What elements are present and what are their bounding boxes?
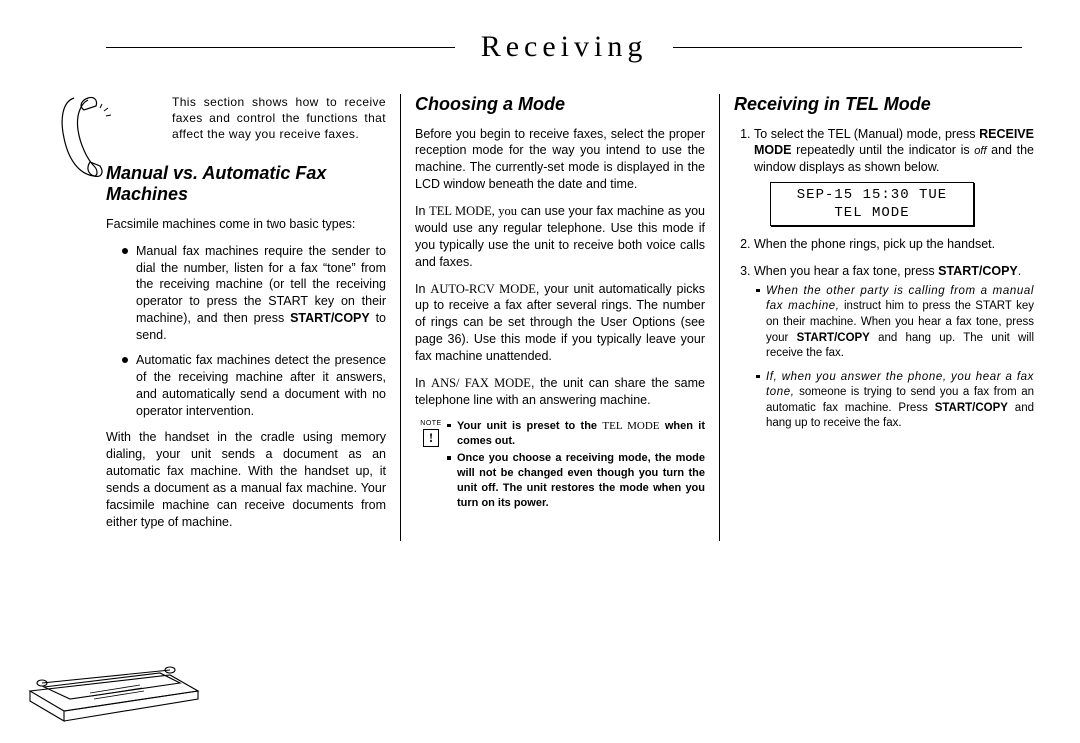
key-startcopy: START/COPY <box>938 264 1018 278</box>
paragraph-tel-mode: In TEL MODE, you can use your fax machin… <box>415 203 705 271</box>
lcd-line-2: TEL MODE <box>777 205 967 223</box>
manual-page: Receiving <box>0 0 1080 743</box>
text: When you hear a fax tone, press <box>754 264 938 278</box>
note-icon-wrap: NOTE ! <box>415 419 447 514</box>
text: Your unit is preset to the <box>457 420 602 432</box>
heading-choosing-mode: Choosing a Mode <box>415 94 705 116</box>
columns: This section shows how to receive faxes … <box>106 94 1034 541</box>
lcd-line-1: SEP-15 15:30 TUE <box>777 187 967 205</box>
paragraph-with-handset: With the handset in the cradle using mem… <box>106 429 386 530</box>
note-label: NOTE <box>415 419 447 428</box>
title-rule-left <box>106 47 455 48</box>
intro-paragraph: This section shows how to receive faxes … <box>172 94 386 143</box>
note-item-2: Once you choose a receiving mode, the mo… <box>447 451 705 510</box>
sub-bullet-2: If, when you answer the phone, you hear … <box>754 370 1034 432</box>
steps-list: To select the TEL (Manual) mode, press R… <box>734 126 1034 432</box>
note-items: Your unit is preset to the TEL MODE when… <box>447 419 705 514</box>
key-startcopy: START/COPY <box>935 402 1008 414</box>
bullet-automatic-machines: Automatic fax machines detect the presen… <box>118 352 386 420</box>
lcd-display: SEP-15 15:30 TUE TEL MODE <box>770 182 974 226</box>
heading-receiving-tel: Receiving in TEL Mode <box>734 94 1034 116</box>
note-exclamation-icon: ! <box>423 429 439 447</box>
note-item-1: Your unit is preset to the TEL MODE when… <box>447 419 705 449</box>
column-1: This section shows how to receive faxes … <box>106 94 400 541</box>
text: To select the TEL (Manual) mode, press <box>754 127 979 141</box>
paragraph-auto-mode: In AUTO-RCV MODE, your unit automaticall… <box>415 281 705 365</box>
step-3: When you hear a fax tone, press START/CO… <box>754 263 1034 432</box>
page-title: Receiving <box>455 30 674 64</box>
key-startcopy: START/COPY <box>797 332 870 344</box>
paragraph-before: Before you begin to receive faxes, selec… <box>415 126 705 194</box>
column-3: Receiving in TEL Mode To select the TEL … <box>720 94 1034 541</box>
mode-tel: TEL MODE, you <box>429 204 517 218</box>
text: . <box>1018 264 1021 278</box>
mode-tel: TEL MODE <box>602 420 659 432</box>
text: In <box>415 204 429 218</box>
fax-machine-sketch <box>20 647 210 727</box>
page-title-row: Receiving <box>106 30 1022 64</box>
key-startcopy: START/COPY <box>290 311 370 325</box>
mode-auto: AUTO-RCV MODE <box>430 282 536 296</box>
bullets-machine-types: Manual fax machines require the sender t… <box>106 243 386 420</box>
off-indicator: off <box>974 145 986 157</box>
title-rule-right <box>673 47 1022 48</box>
heading-manual-vs-automatic: Manual vs. Automatic Fax Machines <box>106 163 386 206</box>
text: In <box>415 282 430 296</box>
mode-ans: ANS/ FAX MODE <box>431 376 531 390</box>
step-2: When the phone rings, pick up the handse… <box>754 236 1034 253</box>
column-2: Choosing a Mode Before you begin to rece… <box>401 94 719 541</box>
note-block: NOTE ! Your unit is preset to the TEL MO… <box>415 419 705 514</box>
sub-bullet-1: When the other party is calling from a m… <box>754 284 1034 362</box>
step-1: To select the TEL (Manual) mode, press R… <box>754 126 1034 227</box>
bullet-manual-machines: Manual fax machines require the sender t… <box>118 243 386 344</box>
sub-bullets: When the other party is calling from a m… <box>754 284 1034 432</box>
text: In <box>415 376 431 390</box>
text: repeatedly until the indicator is <box>792 143 975 157</box>
paragraph-types: Facsimile machines come in two basic typ… <box>106 216 386 233</box>
paragraph-ans-mode: In ANS/ FAX MODE, the unit can share the… <box>415 375 705 409</box>
